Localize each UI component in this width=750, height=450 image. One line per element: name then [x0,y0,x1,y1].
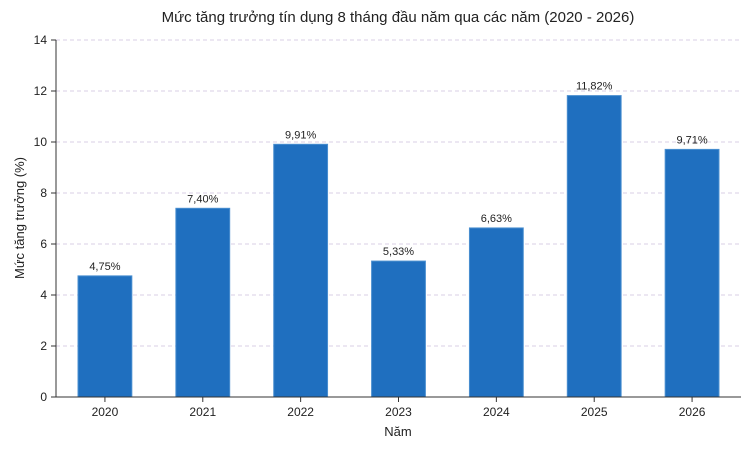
y-tick-label: 8 [40,186,47,200]
y-ticks: 0 2 4 6 8 10 12 14 [34,33,56,404]
data-labels: 4,75% 7,40% 9,91% 5,33% 6,63% 11,82% 9,71% [89,81,708,273]
y-tick-label: 2 [40,339,47,353]
data-label-2026: 9,71% [676,134,707,146]
y-tick-label: 12 [34,84,48,98]
y-tick-label: 6 [40,237,47,251]
y-tick-label: 0 [40,390,47,404]
data-label-2020: 4,75% [89,261,120,273]
x-tick-label: 2024 [483,405,510,419]
x-tick-label: 2021 [189,405,216,419]
x-tick-label: 2023 [385,405,412,419]
bar-2026 [664,148,720,398]
x-tick-label: 2026 [679,405,706,419]
y-tick-label: 4 [40,288,47,302]
x-tick-label: 2025 [581,405,608,419]
bar-2021 [175,207,231,398]
x-axis-label: Năm [384,424,411,439]
y-tick-label: 10 [34,135,48,149]
bars [77,95,720,398]
gridlines [56,39,741,347]
y-tick-label: 14 [34,33,48,47]
data-label-2022: 9,91% [285,129,316,141]
y-axis-label: Mức tăng trưởng (%) [12,157,27,279]
bar-2024 [468,227,524,398]
data-label-2025: 11,82% [576,81,613,93]
bar-2022 [273,143,329,398]
data-label-2021: 7,40% [187,193,218,205]
data-label-2023: 5,33% [383,246,414,258]
x-ticks: 2020 2021 2022 2023 2024 2025 2026 [92,397,706,419]
chart-title: Mức tăng trưởng tín dụng 8 tháng đầu năm… [162,9,635,26]
data-label-2024: 6,63% [481,213,512,225]
bar-2023 [371,260,426,398]
x-tick-label: 2020 [92,405,119,419]
x-tick-label: 2022 [287,405,314,419]
bar-2025 [566,95,622,398]
bar-2020 [77,275,133,398]
